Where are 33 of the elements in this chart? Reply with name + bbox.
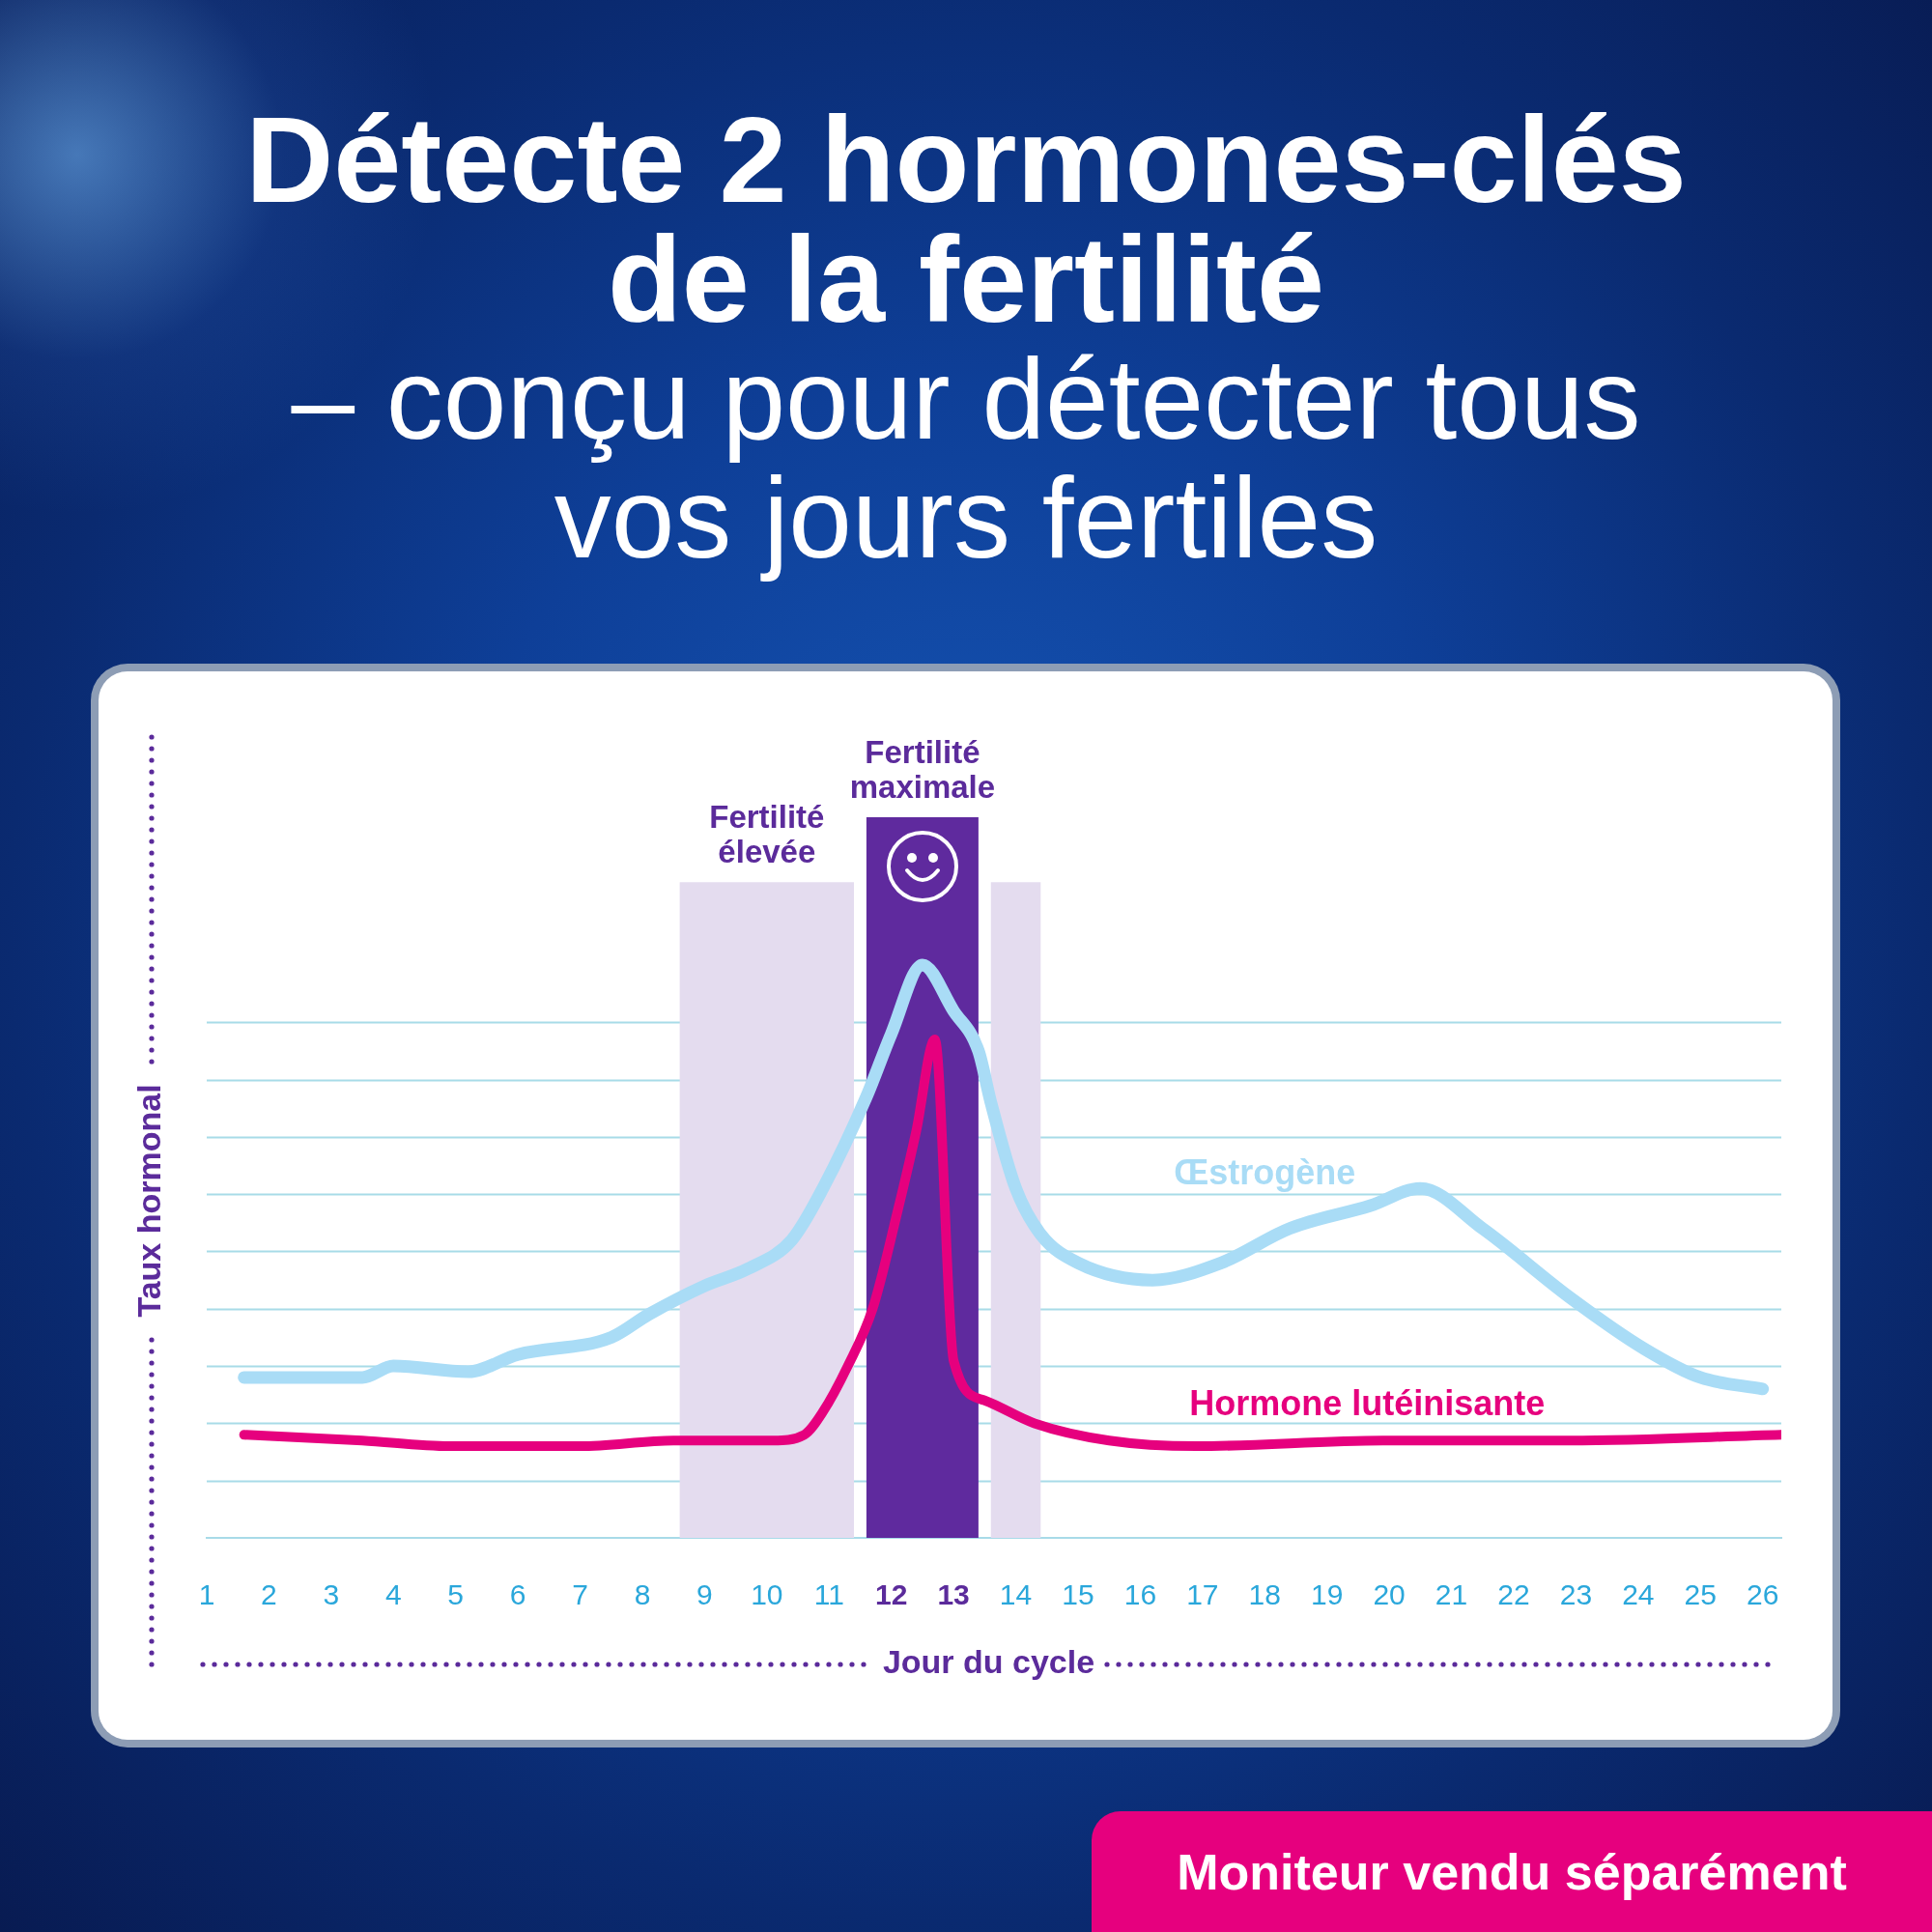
x-tick-label: 4 bbox=[384, 1578, 402, 1611]
x-tick-label: 5 bbox=[447, 1578, 465, 1611]
x-tick-label: 13 bbox=[937, 1578, 970, 1611]
x-tick-label: 25 bbox=[1684, 1578, 1717, 1611]
band-label: Fertilité élevée bbox=[709, 799, 825, 870]
x-tick-label: 17 bbox=[1186, 1578, 1219, 1611]
x-tick-label: 24 bbox=[1622, 1578, 1655, 1611]
x-tick-label: 2 bbox=[261, 1578, 277, 1611]
text: Moniteur vendu séparément bbox=[1092, 1811, 1932, 1932]
x-tick-label: 14 bbox=[999, 1578, 1033, 1611]
x-tick-label: 8 bbox=[634, 1578, 651, 1611]
x-tick-label: 9 bbox=[696, 1578, 713, 1611]
x-tick-label: 18 bbox=[1248, 1578, 1281, 1611]
x-tick-label: 16 bbox=[1123, 1578, 1157, 1611]
x-tick-label: 3 bbox=[323, 1578, 340, 1611]
series-label: Hormone lutéinisante bbox=[1189, 1383, 1546, 1424]
series-label: Œstrogène bbox=[1174, 1152, 1356, 1193]
x-tick-label: 11 bbox=[813, 1578, 844, 1611]
x-tick-label: 26 bbox=[1746, 1578, 1779, 1611]
x-tick-label: 19 bbox=[1311, 1578, 1344, 1611]
x-tick-label: 10 bbox=[751, 1578, 783, 1611]
y-axis-title: Taux hormonal bbox=[130, 1084, 168, 1318]
x-tick-label: 23 bbox=[1559, 1578, 1593, 1611]
x-tick-label: 7 bbox=[572, 1578, 588, 1611]
x-tick-label: 1 bbox=[198, 1578, 215, 1611]
x-tick-label: 22 bbox=[1497, 1578, 1530, 1611]
x-tick-label: 21 bbox=[1435, 1578, 1468, 1611]
x-tick-label: 12 bbox=[875, 1578, 908, 1611]
x-tick-label: 6 bbox=[509, 1578, 526, 1611]
x-tick-label: 15 bbox=[1062, 1578, 1094, 1611]
x-tick-label: 20 bbox=[1373, 1578, 1406, 1611]
band-label: Fertilité maximale bbox=[849, 734, 996, 805]
x-axis-title: Jour du cycle bbox=[882, 1643, 1095, 1681]
